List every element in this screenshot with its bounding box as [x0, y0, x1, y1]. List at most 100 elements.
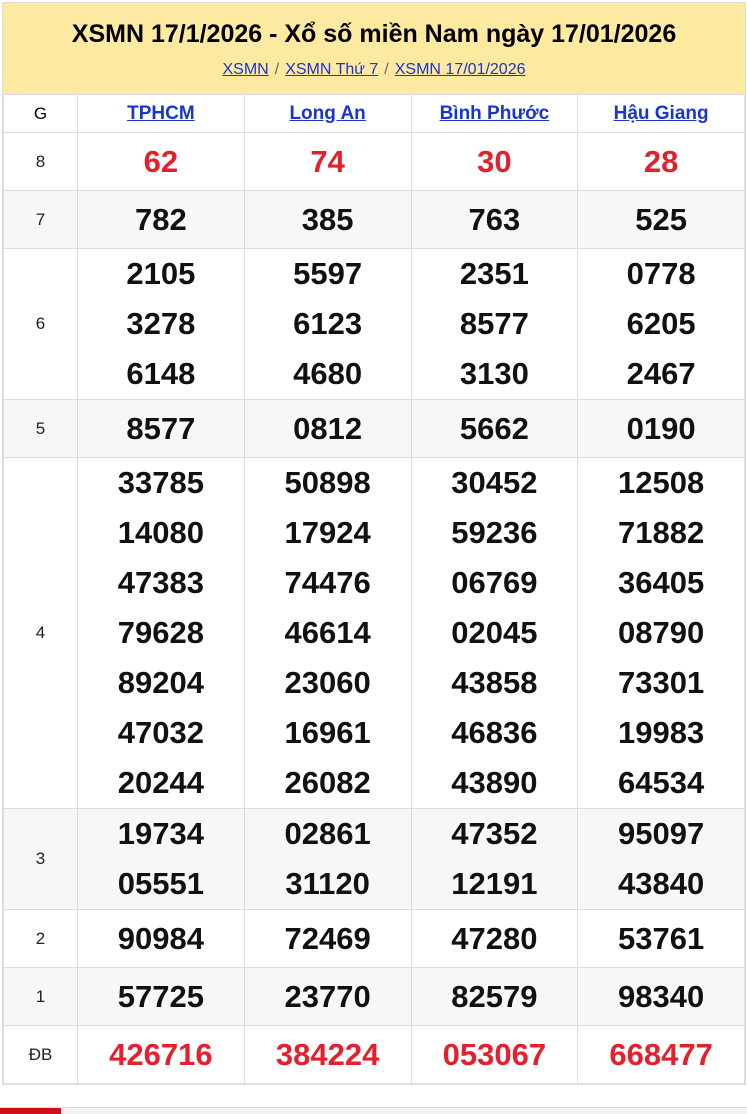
result-cell: 0778 6205 2467 — [577, 248, 745, 400]
result-number: 57725 — [117, 978, 204, 1014]
province-link-hau-giang[interactable]: Hậu Giang — [613, 102, 709, 124]
prize-column-header: G — [3, 94, 78, 133]
prize-label: 2 — [3, 909, 78, 968]
result-cell: 74 — [243, 132, 412, 191]
active-tab-indicator[interactable] — [0, 1108, 61, 1114]
table-row: 4 33785 14080 47383 79628 89204 47032 20244 5089… — [3, 457, 745, 809]
result-cell: 782 — [77, 190, 245, 249]
result-number: 26082 — [284, 765, 371, 800]
result-number: 95097 — [618, 816, 705, 851]
table-row: 6 2105 3278 6148 5597 6123 4680 2351 8577 3130 077… — [3, 248, 745, 400]
result-cell: 525 — [577, 190, 745, 249]
province-link-binh-phuoc[interactable]: Bình Phước — [439, 102, 550, 124]
province-header: TPHCM — [77, 94, 245, 133]
result-cell: 763 — [410, 190, 579, 249]
province-header: Bình Phước — [410, 94, 579, 133]
result-number: 06769 — [451, 565, 538, 600]
result-number: 46614 — [284, 615, 371, 650]
result-number: 62 — [143, 143, 179, 179]
result-number: 47352 — [451, 816, 538, 851]
result-number: 59236 — [451, 515, 538, 550]
prize-label: 3 — [3, 808, 78, 910]
result-number: 2105 — [126, 256, 196, 291]
results-header: XSMN 17/1/2026 - Xổ số miền Nam ngày 17/… — [3, 3, 745, 94]
result-number: 0812 — [293, 410, 363, 446]
result-cell: 90984 — [77, 909, 245, 968]
result-number: 28 — [643, 143, 679, 179]
result-number: 6148 — [126, 356, 196, 391]
table-row: 8 62 74 30 28 — [3, 132, 745, 191]
province-link-tphcm[interactable]: TPHCM — [127, 102, 195, 124]
result-number: 5597 — [293, 256, 363, 291]
result-number: 23770 — [284, 978, 371, 1014]
result-cell: 23770 — [243, 967, 412, 1026]
result-number: 2467 — [626, 356, 696, 391]
result-number: 384224 — [275, 1036, 380, 1072]
breadcrumb-separator: / — [274, 61, 280, 78]
result-cell: 5597 6123 4680 — [243, 248, 412, 400]
result-cell: 8577 — [77, 399, 245, 458]
result-number: 8577 — [459, 306, 529, 341]
result-number: 6123 — [293, 306, 363, 341]
prize-label: 6 — [3, 248, 78, 400]
table-header-row: G TPHCM Long An Bình Phước Hậu Giang — [3, 94, 745, 133]
table-row: 5 8577 0812 5662 0190 — [3, 399, 745, 458]
result-cell: 47280 — [410, 909, 579, 968]
result-number: 47032 — [117, 715, 204, 750]
result-number: 668477 — [609, 1036, 713, 1072]
result-number: 14080 — [117, 515, 204, 550]
prize-label: 8 — [3, 132, 78, 191]
result-cell: 384224 — [243, 1025, 412, 1084]
result-number: 02045 — [451, 615, 538, 650]
result-cell: 30 — [410, 132, 579, 191]
bottom-tab-bar — [0, 1107, 747, 1114]
result-number: 64534 — [618, 765, 705, 800]
result-cell: 95097 43840 — [577, 808, 745, 910]
result-cell: 47352 12191 — [410, 808, 579, 910]
result-number: 73301 — [618, 665, 705, 700]
breadcrumb-xsmn[interactable]: XSMN — [222, 61, 269, 78]
breadcrumb-xsmn-thu-7[interactable]: XSMN Thứ 7 — [285, 61, 379, 78]
result-cell: 50898 17924 74476 46614 23060 16961 26082 — [243, 457, 412, 809]
result-number: 5662 — [459, 410, 529, 446]
result-number: 36405 — [618, 565, 705, 600]
result-number: 90984 — [117, 920, 204, 956]
result-cell: 12508 71882 36405 08790 73301 19983 64534 — [577, 457, 745, 809]
result-number: 30 — [477, 143, 512, 179]
prize-label: 1 — [3, 967, 78, 1026]
result-number: 74 — [310, 143, 345, 179]
result-cell: 2105 3278 6148 — [77, 248, 245, 400]
result-cell: 02861 31120 — [243, 808, 412, 910]
result-cell: 30452 59236 06769 02045 43858 46836 43890 — [410, 457, 579, 809]
result-number: 763 — [468, 201, 521, 237]
result-number: 43890 — [451, 765, 538, 800]
result-number: 46836 — [451, 715, 538, 750]
result-number: 3130 — [459, 356, 529, 391]
province-header: Hậu Giang — [577, 94, 745, 133]
results-panel: XSMN 17/1/2026 - Xổ số miền Nam ngày 17/… — [2, 2, 746, 1085]
breadcrumb-separator: / — [384, 61, 389, 78]
result-cell: 53761 — [577, 909, 745, 968]
breadcrumb: XSMN / XSMN Thứ 7 / XSMN 17/01/2026 — [3, 61, 745, 79]
result-number: 2351 — [459, 256, 529, 291]
result-number: 98340 — [618, 978, 705, 1014]
result-number: 79628 — [117, 615, 204, 650]
result-number: 6205 — [626, 306, 696, 341]
breadcrumb-xsmn-date[interactable]: XSMN 17/01/2026 — [394, 61, 526, 78]
table-row: ĐB 426716 384224 053067 668477 — [3, 1025, 745, 1084]
result-number: 20244 — [117, 765, 204, 800]
result-number: 12191 — [451, 866, 538, 901]
result-cell: 82579 — [410, 967, 579, 1026]
result-number: 4680 — [293, 356, 363, 391]
province-header: Long An — [243, 94, 412, 133]
result-cell: 426716 — [77, 1025, 245, 1084]
prize-label: 4 — [3, 457, 78, 809]
result-number: 72469 — [284, 920, 371, 956]
result-number: 782 — [135, 201, 187, 237]
result-number: 08790 — [618, 615, 705, 650]
province-link-long-an[interactable]: Long An — [289, 102, 366, 124]
result-number: 385 — [301, 201, 354, 237]
result-number: 17924 — [284, 515, 371, 550]
result-number: 0190 — [626, 410, 696, 446]
result-number: 47280 — [451, 920, 538, 956]
